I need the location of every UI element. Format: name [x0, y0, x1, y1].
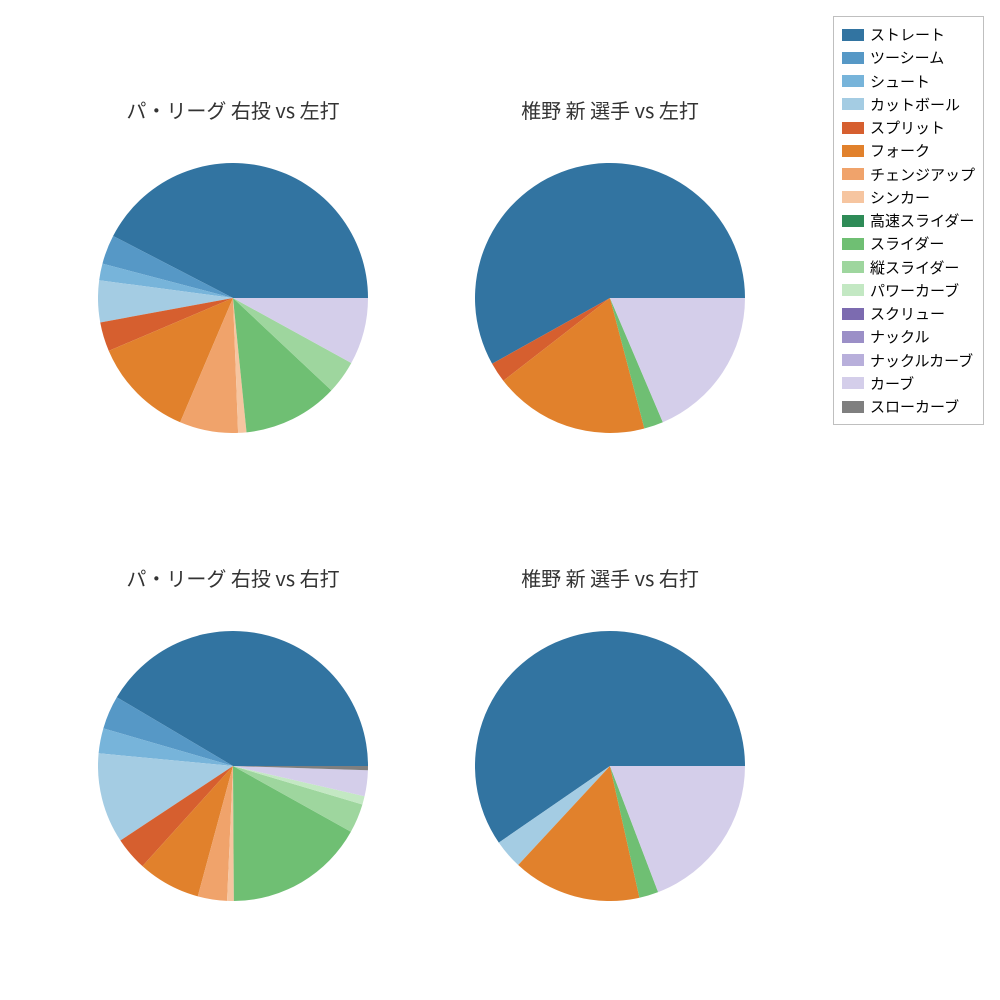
legend-swatch: [842, 354, 864, 366]
legend-swatch: [842, 331, 864, 343]
legend-swatch: [842, 168, 864, 180]
legend-label: シンカー: [870, 186, 930, 209]
legend-label: スローカーブ: [870, 395, 959, 418]
legend-label: シュート: [870, 70, 930, 93]
legend-item: 縦スライダー: [842, 256, 975, 279]
legend-item: パワーカーブ: [842, 279, 975, 302]
legend-label: 高速スライダー: [870, 209, 974, 232]
legend-item: スプリット: [842, 116, 975, 139]
chart-title: パ・リーグ 右投 vs 左打: [126, 95, 339, 124]
legend-swatch: [842, 75, 864, 87]
pie-chart: [475, 631, 745, 901]
legend-swatch: [842, 191, 864, 203]
chart-title: 椎野 新 選手 vs 右打: [521, 563, 699, 592]
legend-swatch: [842, 145, 864, 157]
legend-item: シンカー: [842, 186, 975, 209]
pie-chart: [475, 163, 745, 433]
legend-label: ナックル: [870, 325, 930, 348]
legend-swatch: [842, 284, 864, 296]
legend-label: カットボール: [870, 93, 960, 116]
pie-chart: [98, 631, 368, 901]
legend-label: 縦スライダー: [870, 256, 959, 279]
legend-item: 高速スライダー: [842, 209, 975, 232]
pie-chart: [98, 163, 368, 433]
legend-label: チェンジアップ: [870, 163, 975, 186]
legend-item: ストレート: [842, 23, 975, 46]
legend-item: スローカーブ: [842, 395, 975, 418]
legend-swatch: [842, 238, 864, 250]
legend-label: フォーク: [870, 139, 930, 162]
legend-label: スクリュー: [870, 302, 945, 325]
legend-swatch: [842, 308, 864, 320]
chart-title: パ・リーグ 右投 vs 右打: [126, 563, 339, 592]
legend-item: スライダー: [842, 232, 975, 255]
legend-item: フォーク: [842, 139, 975, 162]
legend-swatch: [842, 52, 864, 64]
legend-label: ナックルカーブ: [870, 349, 973, 372]
legend-swatch: [842, 29, 864, 41]
legend: ストレートツーシームシュートカットボールスプリットフォークチェンジアップシンカー…: [833, 16, 984, 425]
legend-label: パワーカーブ: [870, 279, 959, 302]
legend-label: カーブ: [870, 372, 914, 395]
legend-swatch: [842, 261, 864, 273]
legend-swatch: [842, 401, 864, 413]
legend-label: スプリット: [870, 116, 945, 139]
legend-item: カットボール: [842, 93, 975, 116]
legend-swatch: [842, 377, 864, 389]
legend-swatch: [842, 98, 864, 110]
chart-title: 椎野 新 選手 vs 左打: [521, 95, 699, 124]
legend-swatch: [842, 215, 864, 227]
legend-label: スライダー: [870, 232, 944, 255]
legend-item: シュート: [842, 70, 975, 93]
legend-item: ナックル: [842, 325, 975, 348]
legend-label: ストレート: [870, 23, 945, 46]
legend-item: スクリュー: [842, 302, 975, 325]
legend-item: カーブ: [842, 372, 975, 395]
legend-item: ナックルカーブ: [842, 349, 975, 372]
legend-item: チェンジアップ: [842, 163, 975, 186]
legend-item: ツーシーム: [842, 46, 975, 69]
legend-label: ツーシーム: [870, 46, 944, 69]
legend-swatch: [842, 122, 864, 134]
